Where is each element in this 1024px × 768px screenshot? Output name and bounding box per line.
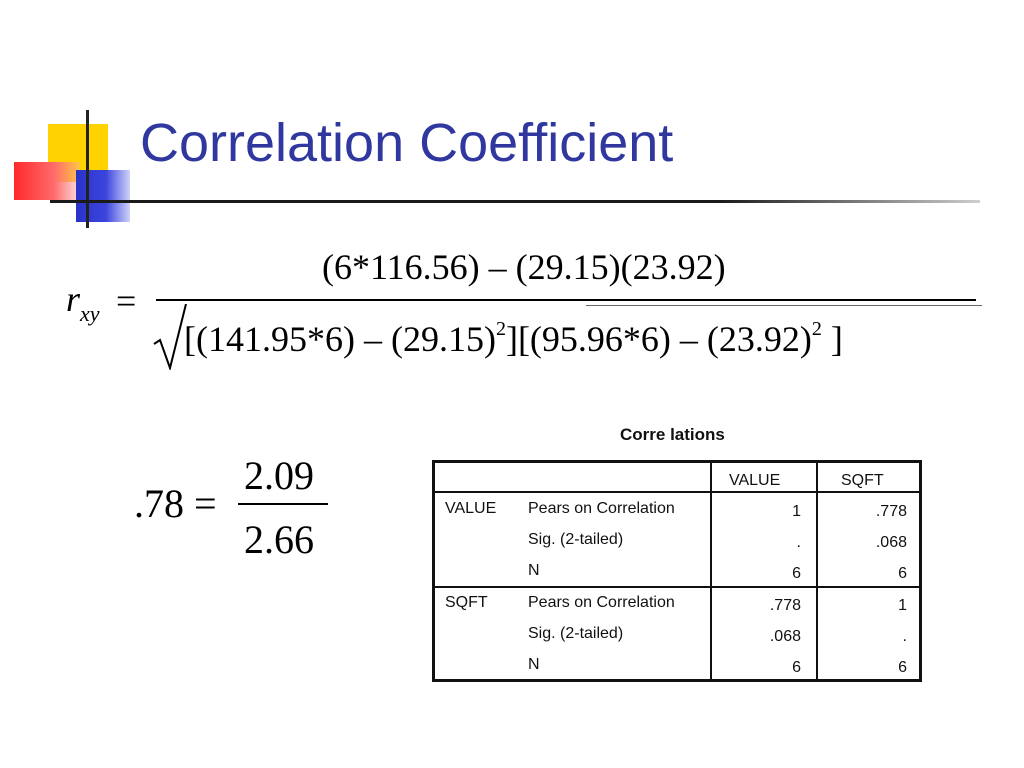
col-header-sqft: SQFT xyxy=(841,472,884,489)
formula-fraction-bar xyxy=(156,299,976,301)
row-stat-label: N xyxy=(528,562,540,579)
table-caption: Corre lations xyxy=(620,425,725,444)
result-numerator: 2.09 xyxy=(244,453,314,498)
row-stat-label: Pears on Correlation xyxy=(528,594,675,611)
formula-var: r xyxy=(66,279,81,319)
row-group-label: VALUE xyxy=(445,500,497,517)
blue-square-decoration xyxy=(76,170,130,222)
cell-value: 6 xyxy=(792,565,801,582)
slide-title: Correlation Coefficient xyxy=(140,113,674,173)
cell-sqft: 1 xyxy=(898,597,907,614)
row-stat-label: Sig. (2-tailed) xyxy=(528,625,624,642)
formula-equals: = xyxy=(116,281,137,321)
table-group-rule xyxy=(435,586,919,588)
denominator-part2: ][(95.96*6) – (23.92) xyxy=(505,319,812,359)
cell-sqft: .068 xyxy=(875,534,907,551)
row-stat-label: N xyxy=(528,656,540,673)
cell-value: . xyxy=(796,534,801,551)
cell-sqft: 6 xyxy=(898,659,907,676)
result-fraction-bar xyxy=(238,503,328,505)
col-header-value: VALUE xyxy=(729,472,781,489)
slide-logo-decoration xyxy=(0,0,140,240)
table-divider-col1 xyxy=(710,463,712,680)
table-divider-col2 xyxy=(816,463,818,680)
cell-sqft: .778 xyxy=(875,503,907,520)
formula-numerator: (6*116.56) – (29.15)(23.92) xyxy=(322,247,726,287)
table-header-rule xyxy=(435,491,919,493)
red-square-decoration xyxy=(14,162,80,200)
square-root-icon xyxy=(153,304,187,370)
formula-subscript: xy xyxy=(80,301,100,326)
row-group-label: SQFT xyxy=(445,594,488,611)
formula-denominator: [(141.95*6) – (29.15)2][(95.96*6) – (23.… xyxy=(184,318,843,360)
result-denominator: 2.66 xyxy=(244,517,314,562)
cell-sqft: 6 xyxy=(898,565,907,582)
exponent-1: 2 xyxy=(495,318,506,340)
result-lhs: .78 = xyxy=(134,481,217,526)
exponent-2: 2 xyxy=(811,318,822,340)
denominator-part3: ] xyxy=(821,319,843,359)
cell-sqft: . xyxy=(902,628,907,645)
row-stat-label: Pears on Correlation xyxy=(528,500,675,517)
cell-value: .778 xyxy=(769,597,801,614)
cell-value: 1 xyxy=(792,503,801,520)
vertical-rule-decoration xyxy=(86,110,89,228)
formula-fraction-bar-shadow xyxy=(586,305,982,306)
formula-lhs: rxy xyxy=(66,278,100,327)
title-underline xyxy=(50,200,980,203)
correlations-table: VALUE SQFT VALUE Pears on Correlation 1 … xyxy=(432,460,922,682)
row-stat-label: Sig. (2-tailed) xyxy=(528,531,624,548)
cell-value: 6 xyxy=(792,659,801,676)
denominator-part1: [(141.95*6) – (29.15) xyxy=(184,319,496,359)
cell-value: .068 xyxy=(769,628,801,645)
